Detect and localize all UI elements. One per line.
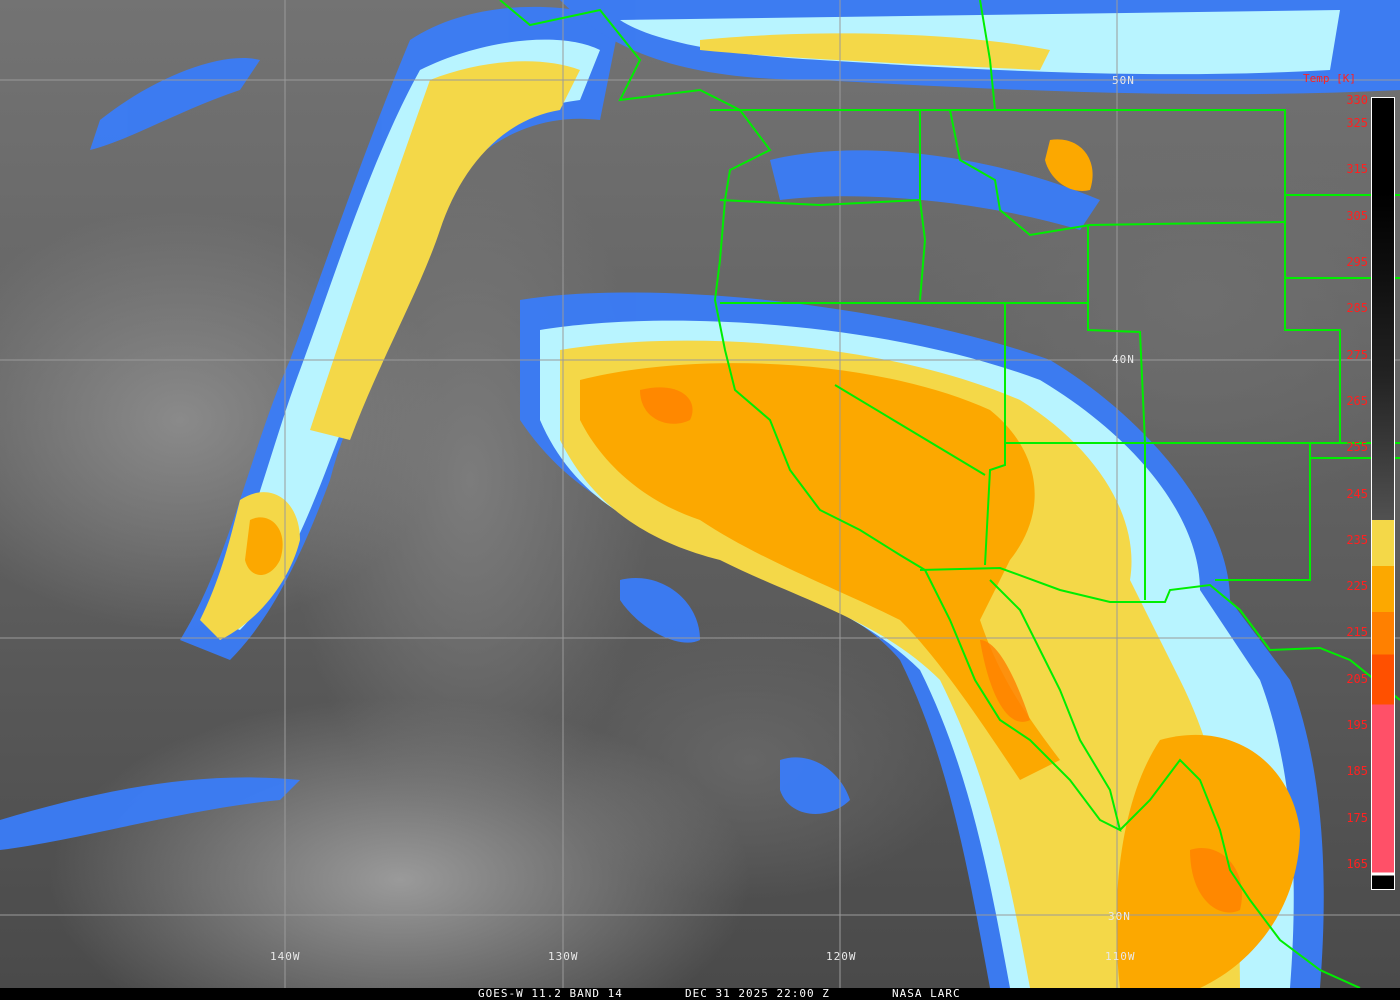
colorbar-tick-label: 305 bbox=[1346, 208, 1368, 223]
colorbar-tick-label: 330 bbox=[1346, 93, 1368, 107]
grid-label-50n: 50N bbox=[1112, 74, 1135, 87]
grid-label-130w: 130W bbox=[548, 950, 579, 963]
colorbar-tick-label: 245 bbox=[1346, 486, 1368, 501]
colorbar-tick-label: 185 bbox=[1346, 764, 1368, 779]
temperature-colorbar-cold bbox=[1371, 520, 1395, 890]
caption-credit: NASA LARC bbox=[892, 987, 961, 1000]
cloud-tops-orange bbox=[245, 139, 1300, 988]
colorbar-tick-label: 195 bbox=[1346, 718, 1368, 733]
colorbar-tick-label: 315 bbox=[1346, 162, 1368, 177]
caption-datetime: DEC 31 2025 22:00 Z bbox=[685, 987, 830, 1000]
colorbar-tick-label: 225 bbox=[1346, 579, 1368, 594]
grid-label-140w: 140W bbox=[270, 950, 301, 963]
legend-title: Temp [K] bbox=[1303, 72, 1356, 85]
grid-label-120w: 120W bbox=[826, 950, 857, 963]
colorbar-tick-label: 285 bbox=[1346, 301, 1368, 316]
colorbar-tick-label: 175 bbox=[1346, 810, 1368, 825]
political-boundaries bbox=[499, 0, 1400, 988]
grid-label-30n: 30N bbox=[1108, 910, 1131, 923]
colorbar-tick-label: 235 bbox=[1346, 532, 1368, 547]
grid-label-110w: 110W bbox=[1105, 950, 1136, 963]
colorbar-tick-label: 275 bbox=[1346, 347, 1368, 362]
colorbar-tick-label: 215 bbox=[1346, 625, 1368, 640]
colorbar-tick-label: 325 bbox=[1346, 116, 1368, 131]
colorbar-tick-label: 165 bbox=[1346, 856, 1368, 871]
grid-label-40n: 40N bbox=[1112, 353, 1135, 366]
colorbar-tick-label: 265 bbox=[1346, 393, 1368, 408]
image-caption-bar: GOES-W 11.2 BAND 14 DEC 31 2025 22:00 Z … bbox=[0, 988, 1400, 1000]
colorbar-tick-label: 295 bbox=[1346, 255, 1368, 270]
colorbar-tick-label: 205 bbox=[1346, 671, 1368, 686]
colorbar-tick-label: 255 bbox=[1346, 440, 1368, 455]
caption-sensor: GOES-W 11.2 BAND 14 bbox=[478, 987, 623, 1000]
